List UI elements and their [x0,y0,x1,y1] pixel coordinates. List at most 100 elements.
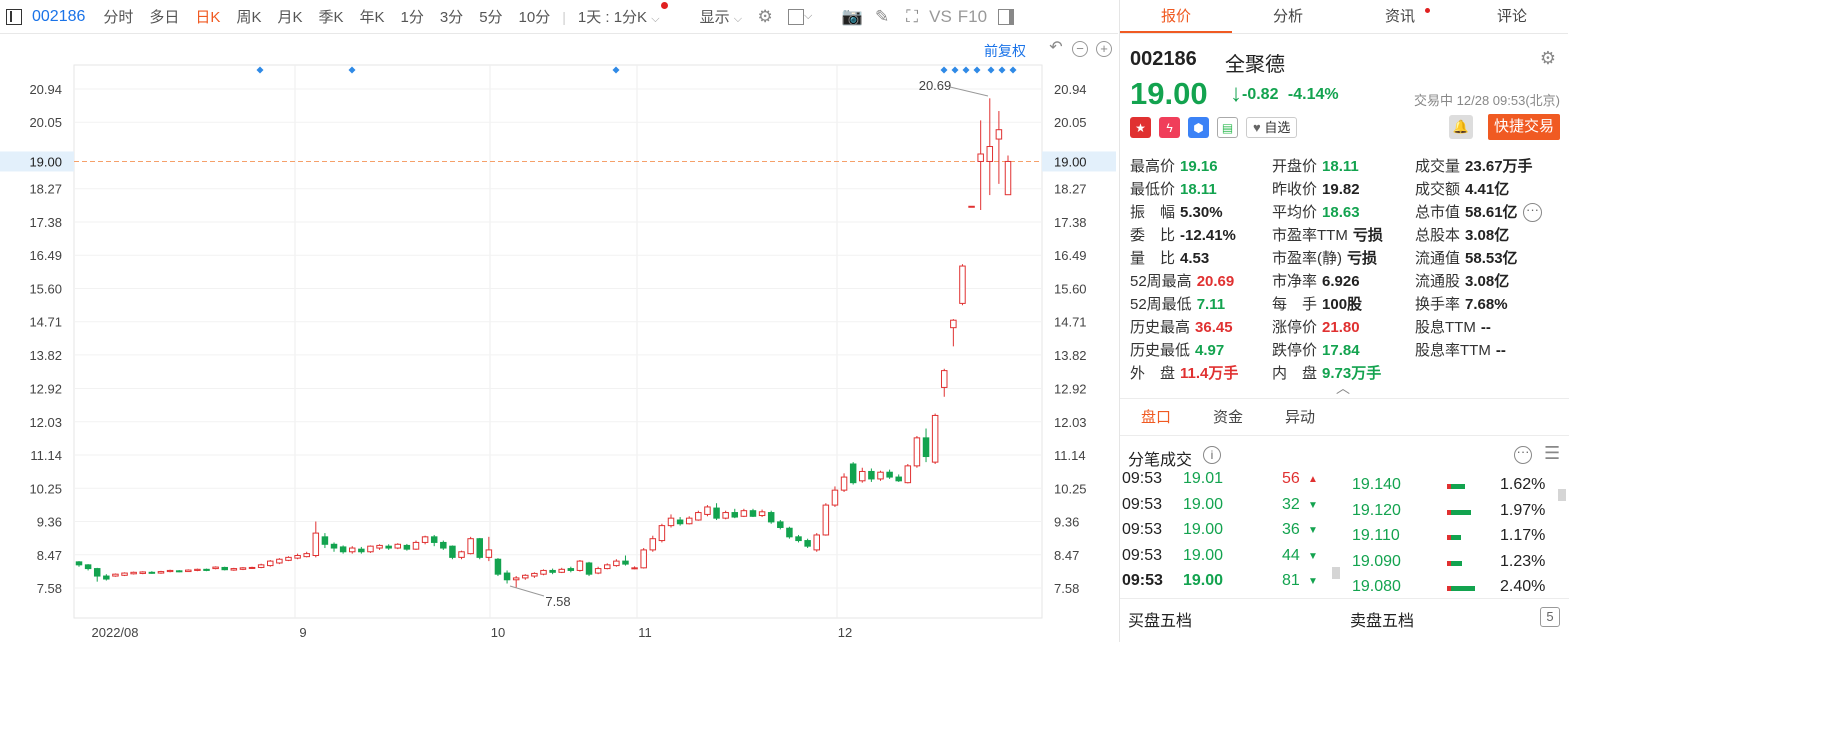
event-marker-icon[interactable] [987,66,995,74]
square-select-icon[interactable]: ⌵ [783,5,817,29]
candle-body[interactable] [348,547,356,553]
event-marker-icon[interactable] [962,66,970,74]
undo-icon[interactable]: ↶ [1049,39,1063,56]
candle-body[interactable] [330,543,338,549]
subtab-0[interactable]: 盘口 [1140,409,1171,426]
candle-body[interactable] [230,568,238,571]
candle-body[interactable] [1004,160,1012,196]
candle-body[interactable] [458,551,465,558]
period-item[interactable]: 1分 [400,9,424,26]
candle-body[interactable] [840,476,848,491]
candle-body[interactable] [166,569,174,573]
tab-3[interactable]: 评论 [1456,0,1568,33]
candle-body[interactable] [576,560,584,571]
candle-body[interactable] [558,568,565,573]
candle-body[interactable] [312,532,320,557]
list-icon[interactable]: ☰ [1544,443,1561,463]
candle-body[interactable] [713,507,720,519]
candle-body[interactable] [203,568,210,571]
period-item[interactable]: 3分 [439,9,464,26]
subtab-1[interactable]: 资金 [1212,409,1243,426]
quick-trade-button[interactable]: 快捷交易 [1488,114,1560,140]
display-dropdown[interactable]: 显示 ⌵ [692,6,751,27]
candle-body[interactable] [412,541,420,550]
camera-icon[interactable]: 📷 [841,6,863,26]
event-marker-icon[interactable] [973,66,981,74]
period-item[interactable]: 日K [195,9,221,26]
candlestick-chart[interactable]: 20.94 20.94 20.05 20.05 19.00 19.00 18.27 18.27… [0,34,1118,642]
gear-icon[interactable]: ⚙ [1539,48,1556,68]
candle-body[interactable] [75,561,83,566]
candle-body[interactable] [130,571,137,575]
event-marker-icon[interactable] [940,66,948,74]
candle-body[interactable] [248,566,256,569]
candle-body[interactable] [704,506,711,515]
candle-body[interactable] [485,549,493,558]
candle-body[interactable] [303,553,310,558]
candle-body[interactable] [813,534,820,551]
bookmark-icon[interactable]: ▤ [1217,117,1238,138]
adjustment-mode-button[interactable]: 前复权 [984,43,1026,59]
zoom-in-icon[interactable]: + [1096,41,1112,57]
candle-body[interactable] [339,546,347,553]
candle-body[interactable] [440,541,447,549]
candle-body[interactable] [157,571,165,574]
candle-body[interactable] [430,536,438,543]
candle-body[interactable] [640,549,647,569]
candle-body[interactable] [959,265,966,304]
candle-body[interactable] [103,575,110,580]
candle-body[interactable] [722,512,729,519]
candle-body[interactable] [786,527,793,538]
candle-body[interactable] [676,519,684,525]
tag-icon[interactable]: ⬢ [1188,117,1209,138]
candle-body[interactable] [421,536,429,543]
gear-icon[interactable]: ⚙ [757,6,773,26]
candle-body[interactable] [175,570,183,573]
more-icon[interactable]: ··· [1523,203,1542,222]
page-badge[interactable]: 5 [1540,607,1560,627]
candle-body[interactable] [121,572,128,576]
candle-body[interactable] [913,437,921,467]
candle-body[interactable] [276,558,283,564]
candle-body[interactable] [859,470,866,482]
candle-body[interactable] [795,536,802,542]
candle-body[interactable] [185,569,192,573]
candle-body[interactable] [503,572,511,581]
candle-body[interactable] [995,129,1003,140]
candle-body[interactable] [613,560,620,567]
candle-body[interactable] [758,511,766,517]
candle-body[interactable] [221,566,228,571]
candle-body[interactable] [649,538,657,551]
fullscreen-icon[interactable]: ⛶ [906,6,919,26]
candle-body[interactable] [940,370,948,388]
period-item[interactable]: 10分 [518,9,551,26]
candle-body[interactable] [139,571,147,574]
candle-body[interactable] [194,568,201,571]
event-marker-icon[interactable] [612,66,620,74]
candle-body[interactable] [695,512,702,521]
period-item[interactable]: 多日 [149,9,180,26]
bell-icon[interactable]: 🔔 [1449,115,1473,139]
candle-body[interactable] [731,512,739,518]
add-to-watchlist-button[interactable]: ♥ 自选 [1246,117,1298,138]
panel-toggle-icon[interactable] [994,5,1018,29]
candle-body[interactable] [767,512,775,523]
candle-body[interactable] [385,545,392,549]
event-marker-icon[interactable] [1009,66,1017,74]
candle-body[interactable] [212,566,219,570]
event-marker-icon[interactable] [998,66,1006,74]
candle-body[interactable] [631,567,638,570]
candle-body[interactable] [294,555,301,559]
candle-body[interactable] [394,543,402,549]
candle-body[interactable] [321,536,329,545]
zoom-out-icon[interactable]: − [1072,41,1088,57]
period-item[interactable]: 年K [359,9,385,26]
scrollbar[interactable] [1558,489,1566,501]
candle-body[interactable] [84,564,92,570]
candle-body[interactable] [267,560,274,567]
period-item[interactable]: 分时 [103,9,134,26]
interval-dropdown[interactable]: 1天 : 1分K ⌵ [570,2,668,27]
candlestick-chart-area[interactable]: 20.94 20.94 20.05 20.05 19.00 19.00 18.27 18.27… [0,34,1118,642]
candle-body[interactable] [376,544,383,549]
candle-body[interactable] [740,510,748,517]
